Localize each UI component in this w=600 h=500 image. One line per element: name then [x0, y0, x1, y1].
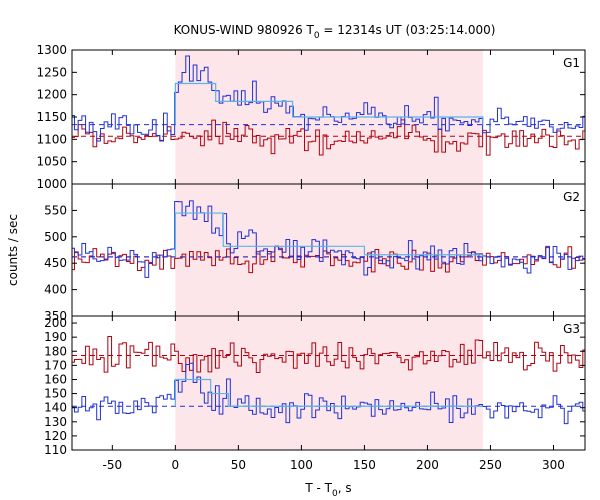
- y-tick-label: 150: [44, 387, 67, 401]
- panel-g1: [71, 49, 586, 185]
- chart-title-subscript: 0: [314, 31, 320, 41]
- x-tick-label: 150: [353, 458, 376, 472]
- x-axis-title: T - T0, s: [304, 481, 351, 499]
- chart-title-part: = 12314s UT (03:25:14.000): [320, 23, 496, 37]
- y-tick-label: 200: [44, 316, 67, 330]
- y-tick-label: 160: [44, 372, 67, 386]
- panel-label: G1: [563, 56, 580, 70]
- x-axis-title-part: T - T: [304, 481, 332, 495]
- x-tick-label: 200: [416, 458, 439, 472]
- x-tick-label: 50: [231, 458, 246, 472]
- model-step-curve: [174, 82, 484, 125]
- y-tick-label: 190: [44, 330, 67, 344]
- y-tick-label: 1000: [36, 177, 67, 191]
- panel-g2: [71, 183, 586, 317]
- source-series: [72, 200, 585, 278]
- y-tick-label: 1300: [36, 43, 67, 57]
- source-series: [72, 55, 585, 142]
- model-step-curve: [174, 212, 484, 257]
- y-tick-label: 350: [44, 309, 67, 323]
- y-tick-label: 1050: [36, 155, 67, 169]
- y-tick-label: 180: [44, 344, 67, 358]
- y-tick-label: 500: [44, 230, 67, 244]
- shaded-interval: [175, 184, 483, 316]
- y-tick-label: 1200: [36, 88, 67, 102]
- x-axis-title-subscript: 0: [332, 489, 338, 499]
- panel-label: G3: [563, 322, 580, 336]
- y-tick-label: 1100: [36, 132, 67, 146]
- background-series: [72, 246, 585, 274]
- background-series: [72, 335, 585, 373]
- x-tick-label: 300: [542, 458, 565, 472]
- model-step-curve: [174, 378, 483, 407]
- y-tick-label: 110: [44, 443, 67, 457]
- y-tick-label: 450: [44, 256, 67, 270]
- x-tick-label: -50: [103, 458, 123, 472]
- panel-g3: [71, 315, 586, 451]
- y-tick-label: 1250: [36, 65, 67, 79]
- shaded-interval: [175, 316, 483, 450]
- panel-frame: [71, 315, 586, 451]
- y-tick-label: 400: [44, 283, 67, 297]
- y-tick-label: 550: [44, 203, 67, 217]
- panel-label: G2: [563, 190, 580, 204]
- x-tick-label: 100: [290, 458, 313, 472]
- y-tick-label: 170: [44, 358, 67, 372]
- x-axis-title-part: , s: [338, 481, 352, 495]
- source-series: [72, 362, 585, 425]
- x-tick-label: 250: [479, 458, 502, 472]
- chart-title: KONUS-WIND 980926 T0 = 12314s UT (03:25:…: [174, 23, 496, 41]
- chart-title-part: KONUS-WIND 980926 T: [174, 23, 315, 37]
- x-tick-label: 0: [172, 458, 180, 472]
- y-tick-label: 130: [44, 415, 67, 429]
- y-axis-title: counts / sec: [6, 214, 20, 286]
- y-tick-label: 140: [44, 401, 67, 415]
- y-tick-label: 120: [44, 429, 67, 443]
- y-tick-label: 1150: [36, 110, 67, 124]
